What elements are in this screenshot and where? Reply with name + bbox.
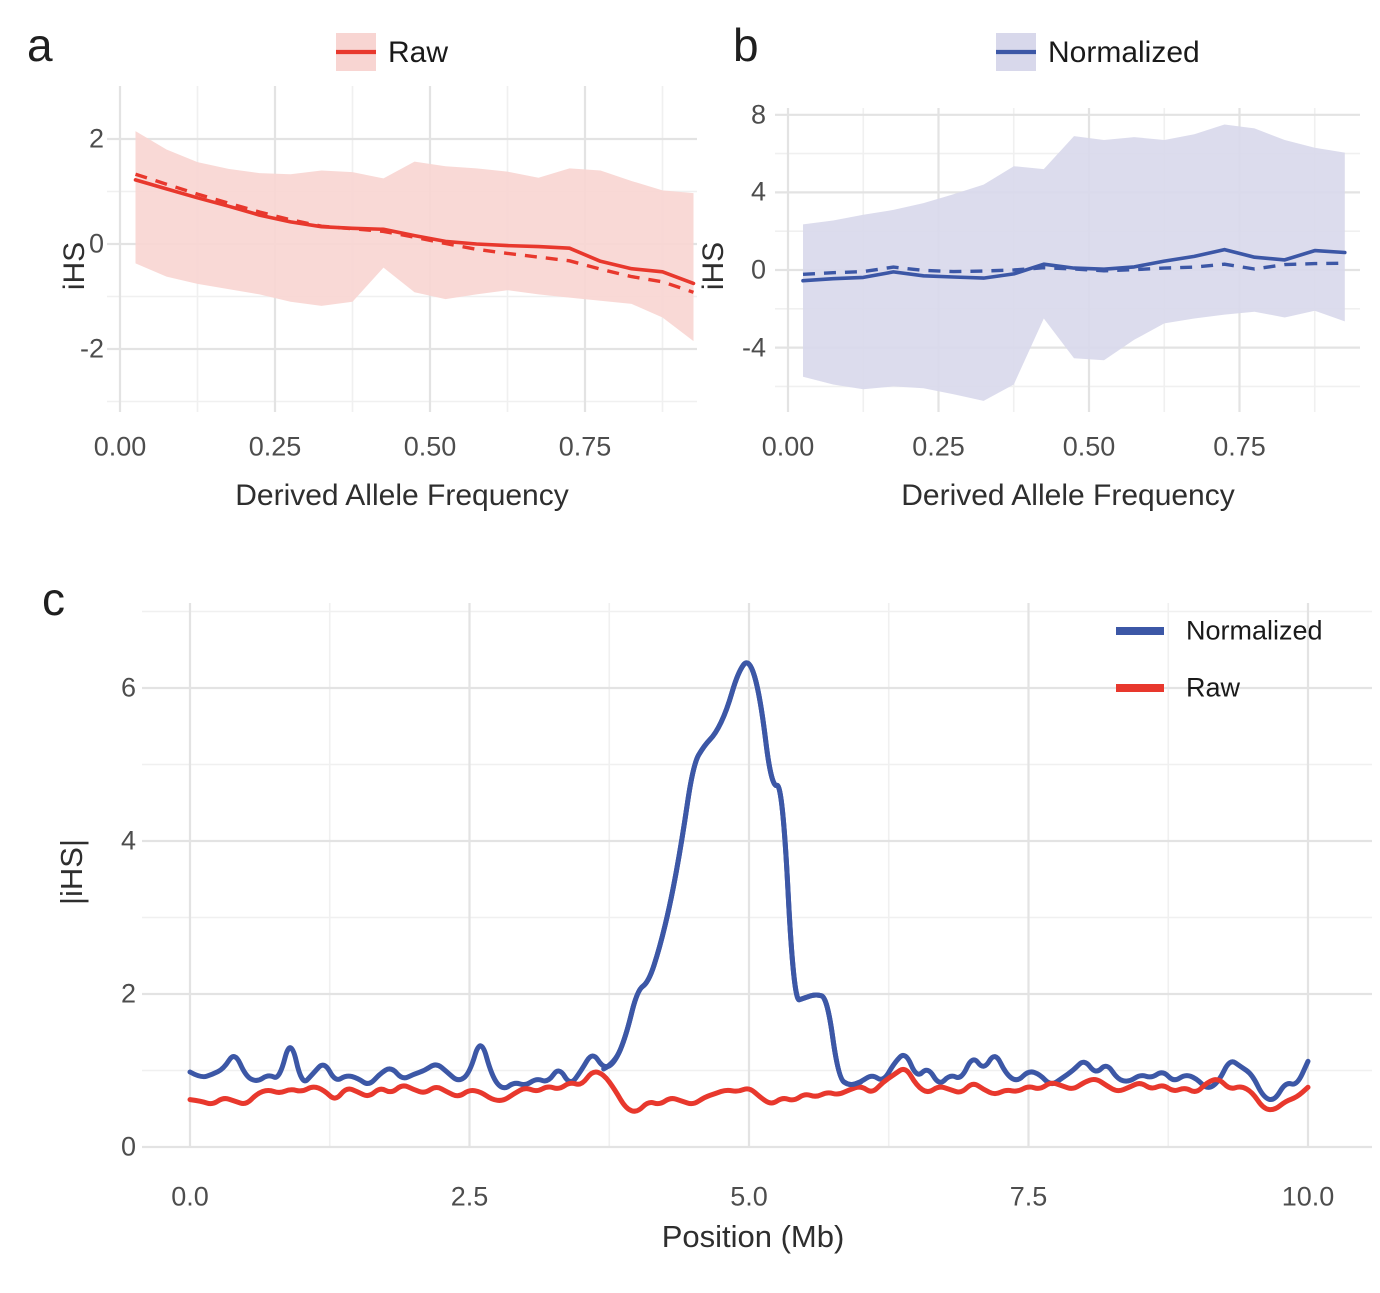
panel-a-x-axis-title: Derived Allele Frequency — [235, 479, 569, 512]
panel-c-y-tick-label: 0 — [120, 1131, 136, 1162]
panel-c-x-tick-label: 7.5 — [1009, 1181, 1048, 1212]
panel-a-x-tick-label: 0.50 — [403, 431, 457, 462]
panel-a-x-tick-label: 0.25 — [248, 431, 302, 462]
panel-c-label: c — [42, 573, 65, 625]
panel-b-x-tick-label: 0.25 — [912, 431, 965, 462]
panel-b-x-tick-label: 0.50 — [1062, 431, 1116, 462]
panel-a-x-tick-label: 0.75 — [558, 431, 612, 462]
panel-c-x-tick-label: 10.0 — [1281, 1181, 1335, 1212]
panel-c-x-axis-title: Position (Mb) — [661, 1219, 845, 1254]
panel-b-x-tick-label: 0.00 — [761, 431, 815, 462]
legend-b-normalized-label: Normalized — [1048, 36, 1200, 69]
panel-b-y-tick-label: 0 — [750, 254, 766, 285]
panel-b-x-axis-title: Derived Allele Frequency — [901, 479, 1235, 512]
panel-b-y-tick-label: 4 — [750, 176, 766, 207]
panel-c-y-axis-title: |iHS| — [54, 838, 89, 906]
panel-c-x-tick-label: 2.5 — [450, 1181, 489, 1212]
panel-b-y-tick-label: -4 — [741, 332, 766, 363]
panel-b-y-axis-title: iHS — [697, 241, 730, 291]
panel-a-x-tick-label: 0.00 — [93, 431, 147, 462]
normalized-abs-ihs-peak-overlay — [601, 660, 864, 1088]
panel-a-label: a — [27, 19, 53, 71]
panel-c-y-tick-label: 2 — [120, 978, 136, 1009]
panel-c-y-tick-label: 6 — [120, 672, 136, 703]
panel-b-x-tick-label: 0.75 — [1213, 431, 1266, 462]
panel-a-y-tick-label: -2 — [79, 333, 104, 364]
panel-a-y-axis-title: iHS — [58, 241, 91, 291]
panel-c-x-tick-label: 5.0 — [730, 1181, 768, 1212]
panel-a-y-tick-label: 0 — [88, 228, 104, 259]
normalized-confidence-ribbon — [803, 124, 1345, 401]
legend-a-raw-label: Raw — [388, 36, 449, 69]
legend-c-raw-label: Raw — [1186, 672, 1241, 703]
raw-mean-line — [133, 178, 696, 286]
panel-c-x-tick-label: 0.0 — [171, 1181, 209, 1212]
panel-b-label: b — [733, 19, 759, 71]
panel-b-y-tick-label: 8 — [750, 99, 766, 130]
panel-a-y-tick-label: 2 — [88, 123, 104, 154]
raw-abs-ihs-line — [187, 1066, 1311, 1114]
panel-c-y-tick-label: 4 — [120, 825, 136, 856]
legend-c-normalized-label: Normalized — [1186, 615, 1323, 646]
normalized-median-line-dashed — [802, 261, 1345, 276]
normalized-mean-line — [801, 247, 1347, 283]
